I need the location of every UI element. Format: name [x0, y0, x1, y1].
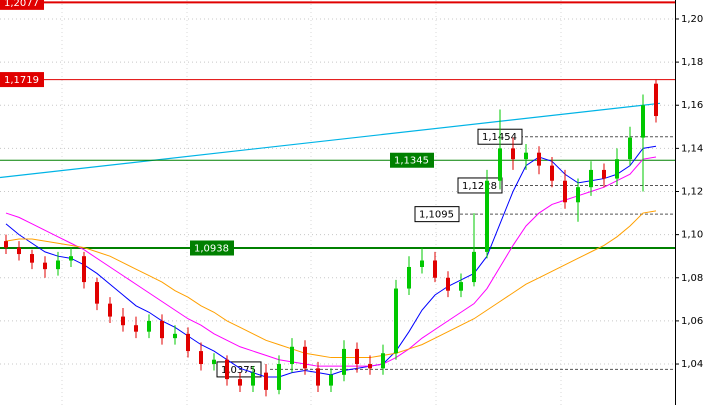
- y-tick-label: 1,08: [681, 273, 703, 284]
- candle-body: [108, 303, 112, 317]
- candle-body: [30, 254, 34, 263]
- candle-body: [17, 247, 21, 255]
- candle-body: [550, 165, 554, 181]
- candle-body: [277, 364, 281, 390]
- candle-body: [147, 320, 151, 332]
- y-tick-label: 1,12: [681, 187, 703, 198]
- candle-body: [82, 256, 86, 283]
- moving-average: [5, 156, 657, 367]
- level-label: 1,1095: [419, 210, 454, 221]
- y-tick-label: 1,06: [681, 316, 703, 327]
- level-label: 1,1345: [394, 156, 429, 167]
- level-label: 1,1719: [4, 75, 39, 86]
- level-label: 1,0938: [194, 244, 229, 255]
- candle-body: [199, 351, 203, 365]
- candle-body: [524, 152, 528, 160]
- candle-body: [329, 374, 333, 386]
- level-label: 1,2077: [4, 0, 39, 9]
- candle-body: [225, 359, 229, 380]
- trend-line: [0, 102, 661, 179]
- y-tick-label: 1,16: [681, 100, 703, 111]
- y-tick-label: 1,18: [681, 57, 703, 68]
- candle-body: [576, 187, 580, 203]
- candle-body: [264, 372, 268, 390]
- candle-body: [420, 260, 424, 267]
- candle-body: [342, 348, 346, 375]
- candle-body: [407, 266, 411, 289]
- candle-body: [459, 282, 463, 291]
- candle-body: [160, 320, 164, 339]
- level-label-box: [0, 0, 44, 10]
- candle-body: [56, 260, 60, 270]
- candle-body: [472, 251, 476, 283]
- candle-body: [485, 180, 489, 252]
- candle-body: [368, 364, 372, 369]
- candle-body: [69, 256, 73, 261]
- candle-body: [498, 148, 502, 181]
- candle-body: [290, 346, 294, 365]
- candle-body: [563, 180, 567, 203]
- y-tick-label: 1,20: [681, 14, 703, 25]
- candle-body: [173, 333, 177, 339]
- level-label-box: [190, 240, 234, 256]
- candle-body: [212, 359, 216, 365]
- candle-body: [355, 348, 359, 365]
- candle-body: [589, 169, 593, 188]
- y-tick-label: 1,14: [681, 143, 703, 154]
- candle-body: [121, 316, 125, 326]
- candle-body: [303, 346, 307, 369]
- candle-body: [95, 282, 99, 304]
- candle-body: [537, 152, 541, 166]
- y-tick-label: 1,10: [681, 230, 703, 241]
- candle-body: [251, 372, 255, 386]
- level-label-box: [390, 152, 434, 168]
- candle-body: [43, 262, 47, 270]
- candle-body: [654, 83, 658, 117]
- candle-body: [446, 277, 450, 291]
- candle-body: [641, 105, 645, 138]
- candle-body: [433, 260, 437, 278]
- candle-body: [316, 368, 320, 386]
- candle-body: [511, 148, 515, 160]
- level-label: 1,1228: [462, 181, 497, 192]
- candle-body: [381, 353, 385, 369]
- moving-average: [5, 210, 657, 359]
- candle-body: [615, 159, 619, 179]
- level-label-box: [0, 72, 44, 88]
- y-tick-label: 1,04: [681, 359, 703, 370]
- level-label-box: [457, 177, 503, 194]
- candle-body: [134, 325, 138, 332]
- level-label-box: [414, 206, 460, 223]
- candle-body: [238, 379, 242, 386]
- candle-body: [4, 241, 8, 248]
- level-label: 1,0375: [221, 365, 256, 376]
- candle-body: [602, 169, 606, 179]
- candle-body: [186, 333, 190, 352]
- candle-body: [628, 137, 632, 160]
- candle-body: [394, 288, 398, 354]
